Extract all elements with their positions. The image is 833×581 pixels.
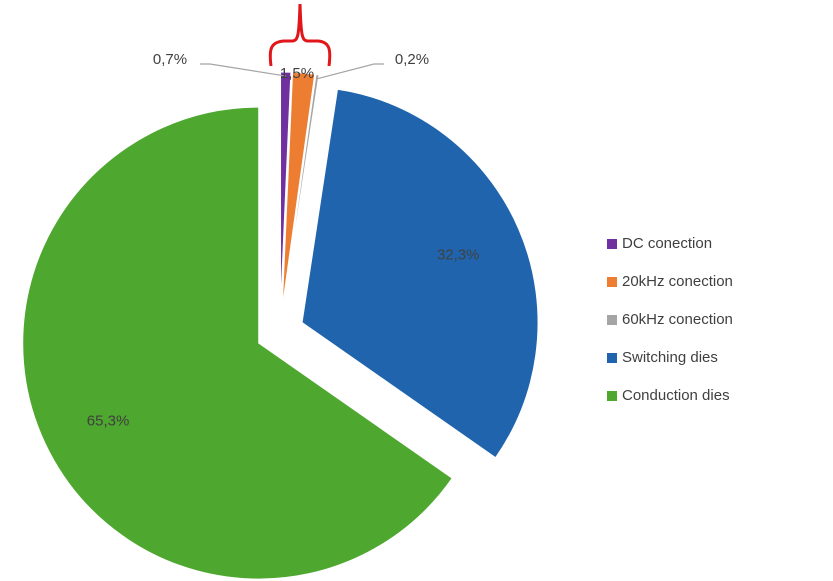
legend-swatch — [607, 239, 617, 249]
pie-slice — [301, 88, 539, 459]
data-label: 32,3% — [437, 247, 480, 264]
legend-swatch — [607, 277, 617, 287]
legend-label: 20kHz conection — [622, 273, 733, 290]
legend-swatch — [607, 391, 617, 401]
data-label: 0,7% — [153, 51, 187, 68]
pie-slice — [282, 73, 320, 309]
legend-label: Conduction dies — [622, 387, 730, 404]
brace-annotation — [268, 3, 332, 67]
legend-label: 60kHz conection — [622, 311, 733, 328]
data-label: 0,2% — [395, 51, 429, 68]
leader-line — [317, 63, 384, 80]
legend-swatch — [607, 353, 617, 363]
pie-slice — [22, 106, 453, 580]
legend-label: DC conection — [622, 235, 712, 252]
legend-label: Switching dies — [622, 349, 718, 366]
pie-slice — [280, 71, 292, 309]
data-label: 65,3% — [87, 413, 130, 430]
leader-line — [200, 63, 286, 77]
pie-slice — [281, 71, 316, 309]
legend-swatch — [607, 315, 617, 325]
data-label: 1,5% — [280, 65, 314, 82]
